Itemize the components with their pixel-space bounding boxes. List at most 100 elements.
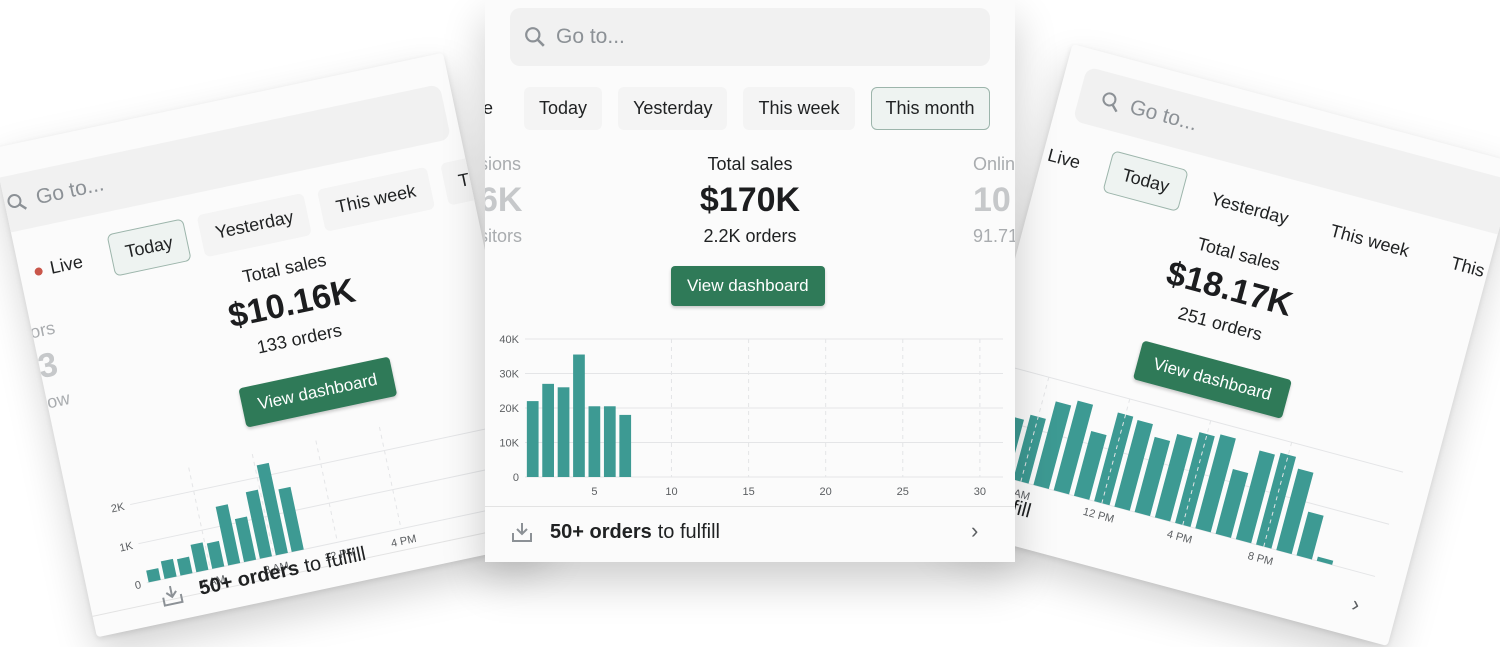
fulfill-count: 50+ orders: [550, 520, 652, 543]
y-tick-label: 40K: [499, 334, 519, 346]
x-tick-label: 4 AM: [200, 574, 227, 591]
y-tick-label: 30K: [499, 369, 519, 381]
bar: [557, 387, 570, 477]
right-dashboard-card: Go to... Live Today Yesterday This week …: [943, 43, 1500, 647]
bar: [1094, 412, 1134, 506]
gridline: [1020, 377, 1050, 482]
gridline: [1101, 398, 1131, 504]
x-tick-label: 4 PM: [1165, 528, 1193, 546]
visitors-metric: sitors 83 t now: [10, 317, 72, 417]
bar: [526, 401, 539, 477]
tab-this-month[interactable]: This month: [870, 87, 990, 130]
search-placeholder: Go to...: [556, 25, 625, 48]
search-placeholder: Go to...: [33, 172, 107, 210]
bar: [1053, 400, 1094, 495]
center-dashboard-card: Go to... ve Today Yesterday This week Th…: [485, 0, 1015, 562]
bar: [256, 462, 288, 556]
orders-count: 2.2K orders: [703, 226, 797, 246]
bar: [1154, 433, 1193, 522]
online-store-metric: Onlin 10 91.71: [973, 154, 1015, 246]
bar: [215, 504, 241, 566]
y-tick-label: 10K: [499, 438, 519, 450]
bar: [619, 414, 632, 477]
bar: [1134, 436, 1171, 517]
bar: [588, 406, 601, 477]
x-tick-label: 8 PM: [1246, 550, 1274, 568]
x-tick-label: 20: [820, 486, 832, 498]
bar: [1033, 401, 1072, 490]
search-icon: [1102, 92, 1118, 113]
download-box-icon: [162, 585, 184, 607]
search-bar[interactable]: Go to...: [510, 8, 990, 66]
bar: [176, 556, 193, 576]
y-tick-label: 20K: [499, 403, 519, 415]
gridline: [1263, 442, 1293, 547]
gridline: [188, 467, 211, 570]
x-tick-label: 10: [665, 486, 677, 498]
bar: [206, 540, 225, 569]
tab-this-week[interactable]: This week: [743, 87, 855, 130]
tab-live[interactable]: Live: [1045, 144, 1083, 173]
gridline: [146, 501, 529, 584]
bar: [1195, 434, 1236, 533]
live-dot-icon: [33, 266, 44, 276]
bar: [160, 558, 177, 580]
bar: [234, 516, 257, 563]
download-box-icon: [512, 523, 532, 542]
bar: [245, 489, 273, 559]
tab-this-month[interactable]: This mont: [1448, 252, 1500, 293]
gridline: [315, 440, 338, 543]
search-bar[interactable]: Go to...: [0, 84, 452, 237]
total-sales-label: Total sales: [707, 154, 793, 174]
sessions-metric: sions 6K sitors: [485, 154, 523, 246]
search-bar[interactable]: Go to...: [1072, 66, 1500, 243]
x-tick-label: 12 PM: [1082, 506, 1116, 526]
bar: [542, 383, 554, 477]
view-dashboard-button[interactable]: View dashboard: [671, 266, 825, 306]
bar: [278, 486, 304, 553]
tab-live[interactable]: Live: [16, 237, 102, 295]
bar: [573, 354, 585, 477]
chevron-right-icon[interactable]: ›: [971, 518, 979, 543]
divider: [485, 506, 1015, 507]
bar: [1235, 450, 1275, 544]
bar: [1114, 419, 1153, 511]
tab-today[interactable]: Today: [524, 87, 603, 130]
tab-this-week[interactable]: This week: [317, 166, 435, 232]
date-tabs: ve Today Yesterday This week This month: [485, 87, 990, 130]
y-tick-label: 0: [513, 472, 519, 484]
tab-this-week[interactable]: This week: [1328, 220, 1412, 261]
tab-today[interactable]: Today: [106, 218, 192, 277]
bar: [1296, 511, 1324, 560]
y-tick-label: 0: [134, 579, 142, 592]
tab-today[interactable]: Today: [1102, 150, 1189, 212]
orders-to-fulfill-row[interactable]: 50+ orders to fulfill: [510, 520, 720, 544]
gridline: [378, 426, 402, 529]
tab-yesterday[interactable]: Yesterday: [196, 192, 313, 258]
gridline: [138, 462, 521, 545]
x-tick-label: 8 AM: [263, 560, 290, 577]
x-tick-label: 25: [897, 486, 909, 498]
bar: [190, 542, 209, 573]
search-placeholder: Go to...: [1127, 95, 1200, 136]
bar: [146, 568, 161, 583]
bar: [603, 406, 616, 477]
search-icon: [525, 27, 545, 47]
bar: [1073, 431, 1107, 500]
y-tick-label: 1K: [118, 540, 134, 555]
bar: [1175, 432, 1215, 527]
gridline: [251, 453, 275, 556]
tab-yesterday[interactable]: Yesterday: [1208, 188, 1291, 229]
monthly-sales-chart: 0 10K 20K 30K 40K 5 10 15 20 25 30: [499, 334, 1003, 498]
search-icon: [7, 193, 27, 210]
view-dashboard-button[interactable]: View dashboard: [238, 356, 397, 428]
orders-to-fulfill-row[interactable]: 50+ orders to fulfill: [158, 542, 368, 609]
x-tick-label: 4 PM: [390, 533, 418, 550]
tab-live[interactable]: ve: [485, 98, 494, 118]
x-tick-label: 30: [974, 486, 986, 498]
gridline: [1182, 420, 1212, 526]
y-tick-label: 2K: [110, 501, 126, 516]
tab-yesterday[interactable]: Yesterday: [618, 87, 728, 130]
bar: [1316, 556, 1334, 565]
